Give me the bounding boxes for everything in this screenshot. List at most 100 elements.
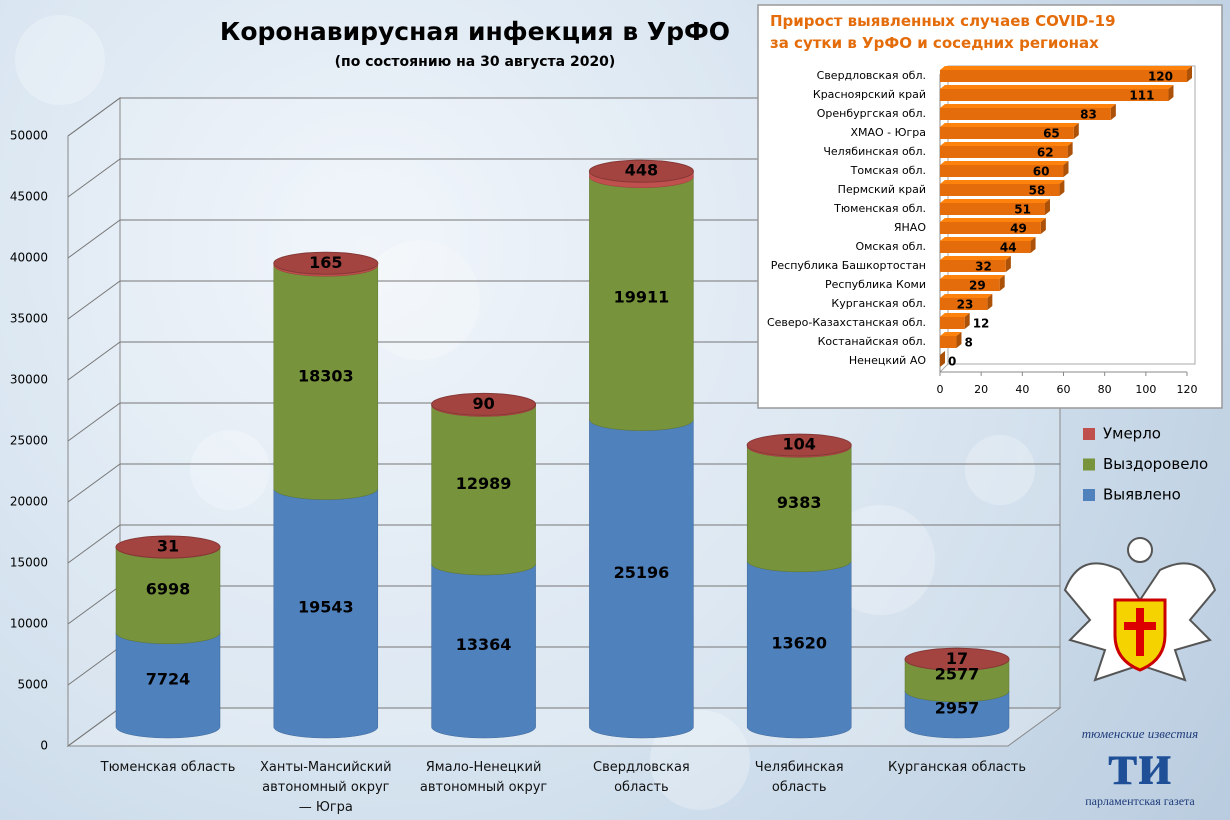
value-label: 90: [472, 394, 494, 413]
chart-title: Коронавирусная инфекция в УрФО: [220, 17, 730, 46]
bar-top: [940, 161, 1069, 165]
x-tick-label: 60: [1057, 383, 1071, 396]
y-tick-label: Костанайская обл.: [818, 335, 926, 348]
legend-label: Умерло: [1103, 425, 1161, 443]
cylinder-cap: [904, 647, 1010, 671]
legend-swatch: [1083, 458, 1095, 471]
value-label: 448: [625, 161, 658, 180]
value-label: 165: [309, 253, 342, 272]
bar-side: [1030, 237, 1036, 253]
logo-bottom: парламентская газета: [1085, 794, 1195, 808]
x-tick-label: Ямало-Ненецкий автономный округ: [419, 760, 548, 795]
legend-label: Выявлено: [1103, 486, 1181, 504]
bar-top: [940, 237, 1036, 241]
value-label: 65: [1043, 127, 1060, 141]
value-label: 13620: [771, 633, 827, 652]
bar: [940, 260, 1006, 272]
cylinder-cap: [588, 159, 694, 183]
bar: [940, 108, 1111, 120]
y-tick-label: Северо-Казахстанская обл.: [767, 316, 926, 329]
value-label: 120: [1148, 70, 1173, 84]
value-label: 58: [1029, 184, 1046, 198]
value-label: 19543: [298, 597, 354, 616]
bar-side: [1040, 218, 1046, 234]
value-label: 60: [1033, 165, 1050, 179]
bar-top: [940, 142, 1073, 146]
grid-line: [67, 97, 1060, 137]
chart-subtitle: (по состоянию на 30 августа 2020): [335, 54, 616, 70]
y-tick-label: 0: [40, 739, 48, 753]
bar: [940, 279, 1000, 291]
bar: [940, 89, 1169, 101]
y-tick-label: 40000: [10, 251, 48, 265]
x-tick-label: 100: [1135, 383, 1156, 396]
grid-line: [67, 524, 1060, 564]
x-tick-label: Курганская область: [887, 760, 1027, 775]
value-label: 111: [1129, 89, 1154, 103]
bar-side: [1005, 256, 1011, 272]
bar-top: [940, 218, 1046, 222]
value-label: 49: [1010, 222, 1027, 236]
bar-top: [940, 123, 1079, 127]
value-label: 12989: [456, 474, 512, 493]
bar-top: [940, 332, 962, 336]
y-tick-label: 45000: [10, 190, 48, 204]
bar-side: [956, 332, 962, 348]
y-tick-label: 30000: [10, 373, 48, 387]
cylinder-cap: [746, 433, 852, 457]
legend-swatch: [1083, 489, 1095, 501]
x-tick-label: 40: [1015, 383, 1029, 396]
y-tick-label: Свердловская обл.: [817, 69, 926, 82]
background-decor: [15, 15, 1035, 810]
y-tick-label: Курганская обл.: [831, 297, 926, 310]
bar-top: [940, 294, 993, 298]
bar-top: [940, 313, 970, 317]
bar-side: [940, 351, 945, 367]
value-label: 2957: [935, 698, 980, 717]
value-label: 6998: [146, 580, 191, 599]
bar-side: [1187, 66, 1192, 82]
value-label: 31: [157, 537, 179, 556]
bar-side: [1110, 104, 1116, 120]
bar: [940, 222, 1041, 234]
bar: [940, 184, 1060, 196]
y-tick-label: Оренбургская обл.: [817, 107, 926, 120]
bar-top: [940, 180, 1065, 184]
value-label: 19911: [614, 288, 670, 307]
bar: [940, 203, 1045, 215]
value-label: 44: [1000, 241, 1017, 255]
bar-top: [940, 66, 1192, 70]
y-tick-label: ХМАО - Югра: [850, 126, 926, 139]
y-tick-label: 15000: [10, 556, 48, 570]
x-tick-label: 120: [1177, 383, 1198, 396]
legend-label: Выздоровело: [1103, 455, 1208, 473]
bar-side: [1067, 142, 1073, 158]
y-tick-label: 5000: [17, 678, 48, 692]
bar: [940, 146, 1068, 158]
value-label: 104: [782, 435, 815, 454]
bar: [940, 70, 1187, 82]
value-label: 7724: [146, 669, 191, 688]
bar-side: [987, 294, 993, 310]
y-tick-label: 50000: [10, 129, 48, 143]
y-tick-label: 35000: [10, 312, 48, 326]
value-label: 2577: [935, 665, 980, 684]
value-label: 32: [975, 260, 992, 274]
value-label: 83: [1080, 108, 1097, 122]
y-tick-label: Челябинская обл.: [823, 145, 926, 158]
bar-top: [940, 104, 1116, 108]
bar-top: [940, 256, 1011, 260]
x-tick-label: 20: [974, 383, 988, 396]
y-tick-label: Томская обл.: [850, 164, 926, 177]
bar-side: [1168, 85, 1174, 101]
x-tick-label: 0: [937, 383, 944, 396]
y-tick-label: Пермский край: [838, 183, 926, 196]
x-tick-label: Тюменская область: [100, 760, 236, 775]
bar-side: [999, 275, 1005, 291]
logo-mark: ти: [1108, 731, 1172, 797]
grid-line: [67, 219, 1060, 259]
y-tick-label: Ненецкий АО: [849, 354, 926, 367]
value-label: 25196: [614, 563, 670, 582]
logo-top: тюменские известия: [1082, 726, 1198, 741]
value-label: 12: [973, 317, 990, 331]
